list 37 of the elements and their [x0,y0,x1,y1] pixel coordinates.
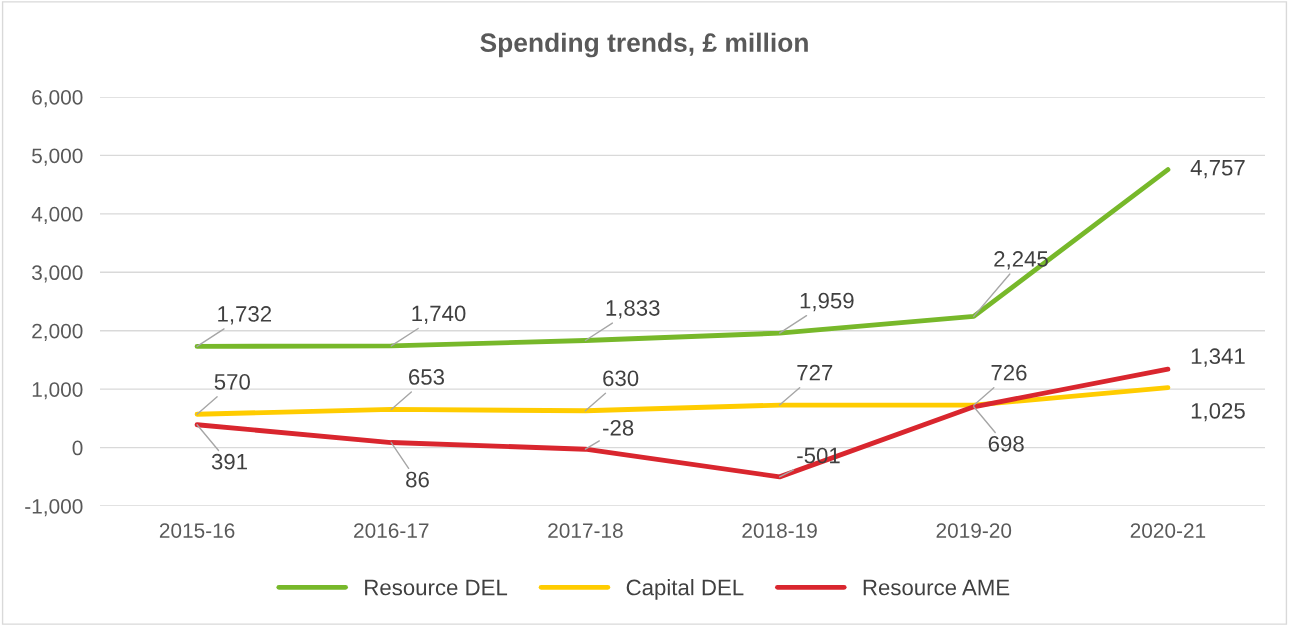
x-tick-label: 2018-19 [742,523,817,538]
x-tick-label: 2015-16 [159,523,235,538]
data-label: 86 [406,471,429,488]
data-label: 653 [409,369,445,385]
x-tick-label: 2016-17 [354,523,429,538]
y-tick-label: 1,000 [32,382,83,400]
data-label: 1,025 [1191,402,1245,422]
data-label: 726 [991,364,1027,381]
data-label: -28 [603,419,634,436]
data-label: 1,833 [606,300,660,319]
x-tick-label: 2017-18 [548,523,623,538]
data-label: 1,959 [800,292,854,312]
y-tick-label: 0 [72,440,83,456]
y-tick-label: 6,000 [32,90,83,108]
y-tick-label: 2,000 [32,323,83,341]
y-tick-label: 4,000 [31,206,83,225]
line-series [194,167,1171,349]
legend-label: Resource DEL [365,579,508,596]
y-tick-label: -1,000 [25,499,83,517]
legend-label: Capital DEL [626,579,744,600]
data-label: -501 [797,447,840,464]
x-tick-label: 2020-21 [1130,523,1206,538]
data-label: 570 [214,373,250,390]
data-label: 391 [211,453,247,470]
data-label: 630 [603,370,639,387]
data-label: 4,757 [1190,160,1245,179]
y-tick-label: 5,000 [32,148,83,166]
data-label: 2,245 [994,251,1048,270]
y-tick-label: 3,000 [32,265,83,283]
x-tick-label: 2019-20 [936,523,1012,538]
data-label: 1,732 [218,306,272,325]
data-label: 1,341 [1191,348,1245,367]
data-label: 1,740 [412,305,466,324]
data-label: 698 [988,435,1024,452]
chart-title: Spending trends, £ million [480,32,808,58]
legend-label: Resource AME [863,579,1010,596]
data-label: 727 [797,364,833,381]
